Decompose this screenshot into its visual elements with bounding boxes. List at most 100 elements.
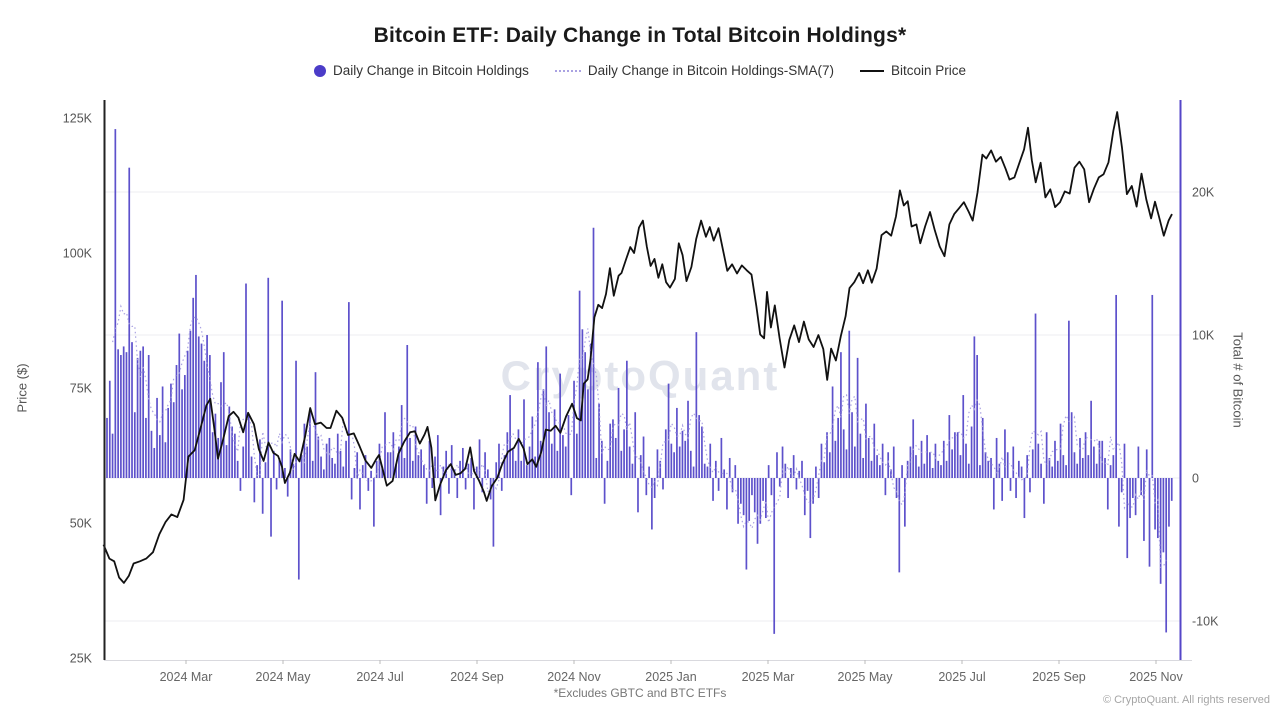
bar xyxy=(801,460,803,478)
bar xyxy=(178,333,181,478)
bar xyxy=(253,478,256,503)
legend: Daily Change in Bitcoin Holdings Daily C… xyxy=(0,63,1280,78)
bar xyxy=(770,478,773,496)
bar xyxy=(225,445,228,478)
bar xyxy=(131,342,133,478)
bar xyxy=(987,460,990,478)
bar xyxy=(509,395,511,478)
bar xyxy=(1056,460,1059,478)
bar xyxy=(817,478,820,499)
bar xyxy=(1159,478,1162,584)
bar xyxy=(1145,449,1148,478)
bar xyxy=(242,446,245,478)
bar xyxy=(929,452,931,478)
x-axis-tick-label: 2024 Mar xyxy=(160,670,213,684)
bar xyxy=(915,455,917,478)
bar xyxy=(120,355,122,478)
bar xyxy=(550,443,553,478)
bar xyxy=(709,443,712,478)
legend-item-price[interactable]: Bitcoin Price xyxy=(859,63,966,78)
bar xyxy=(275,478,278,490)
bar xyxy=(492,478,495,547)
bar xyxy=(423,465,425,478)
legend-item-sma[interactable]: Daily Change in Bitcoin Holdings-SMA(7) xyxy=(554,63,834,78)
bar xyxy=(1037,443,1040,478)
bar xyxy=(431,478,434,489)
right-axis-tick-label: 10K xyxy=(1192,329,1215,343)
bar xyxy=(606,460,609,478)
bar xyxy=(687,400,689,478)
bar xyxy=(976,355,978,478)
bar xyxy=(1054,440,1056,478)
bar xyxy=(286,478,289,497)
bar xyxy=(578,290,581,478)
bar xyxy=(145,417,147,478)
bar xyxy=(428,440,431,478)
bar xyxy=(537,362,539,478)
bar xyxy=(651,478,653,530)
bar xyxy=(270,478,272,537)
left-axis-tick-label: 50K xyxy=(70,517,93,531)
dotted-line-icon xyxy=(554,69,581,72)
bar xyxy=(598,403,600,478)
bar xyxy=(751,478,753,496)
bar xyxy=(676,407,678,478)
footnote: *Excludes GBTC and BTC ETFs xyxy=(553,686,727,700)
bar xyxy=(723,469,726,478)
bar xyxy=(567,415,570,478)
bar xyxy=(1118,478,1120,527)
bar xyxy=(898,478,901,573)
bar xyxy=(1165,478,1168,633)
bar xyxy=(395,463,397,478)
bar xyxy=(361,465,364,478)
bar xyxy=(1017,460,1020,478)
bar xyxy=(525,465,528,478)
bar xyxy=(425,478,428,504)
bar xyxy=(500,478,503,491)
bar xyxy=(945,460,948,478)
x-axis-tick-label: 2025 Sep xyxy=(1032,670,1086,684)
legend-item-daily-change[interactable]: Daily Change in Bitcoin Holdings xyxy=(314,63,529,78)
bar xyxy=(659,460,662,478)
bar xyxy=(1101,440,1104,478)
bar xyxy=(331,457,334,478)
bar xyxy=(197,336,200,478)
bar xyxy=(520,460,523,478)
bar xyxy=(778,478,781,487)
bar xyxy=(731,478,734,493)
sma-line xyxy=(112,304,1167,568)
x-axis-tick-label: 2025 Jan xyxy=(645,670,696,684)
bar xyxy=(539,440,542,478)
bar xyxy=(876,455,878,478)
bar xyxy=(664,429,667,478)
bar xyxy=(542,389,545,478)
bar xyxy=(1081,457,1084,478)
bar xyxy=(942,440,945,478)
bar xyxy=(765,478,767,519)
bar xyxy=(1087,455,1090,478)
bar xyxy=(634,412,637,478)
bar xyxy=(325,443,328,478)
bar xyxy=(703,463,706,478)
bar xyxy=(461,447,464,478)
bar xyxy=(692,466,695,478)
bar xyxy=(250,456,253,478)
bar xyxy=(1109,465,1112,478)
bar xyxy=(990,457,992,478)
bar xyxy=(420,449,422,478)
bar xyxy=(375,460,378,478)
bar xyxy=(175,365,178,478)
bar xyxy=(717,478,720,491)
bar xyxy=(111,433,114,478)
bar xyxy=(759,478,762,524)
bar xyxy=(295,360,297,478)
bar xyxy=(967,463,970,478)
bar xyxy=(745,478,748,570)
bar xyxy=(389,452,392,478)
bar xyxy=(626,360,628,478)
bar xyxy=(495,462,498,478)
bar xyxy=(320,456,322,478)
bar xyxy=(681,430,684,478)
